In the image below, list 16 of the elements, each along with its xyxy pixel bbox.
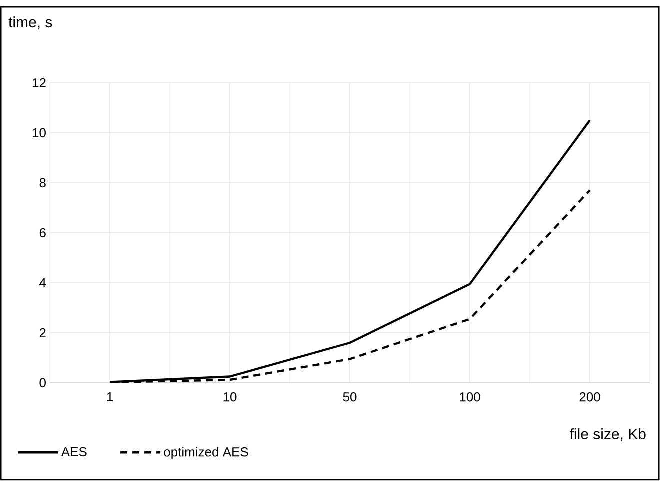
y-tick-label: 10 [32, 128, 46, 138]
y-tick-label: 4 [40, 278, 46, 288]
y-tick-label: 12 [32, 78, 46, 88]
x-tick-label: 1 [107, 392, 113, 402]
x-tick-label: 50 [343, 392, 357, 402]
y-tick-label: 6 [40, 228, 46, 238]
y-tick-label: 8 [40, 178, 46, 188]
legend-label: optimized AES [164, 447, 248, 460]
legend-label: AES [61, 447, 87, 457]
y-axis-title: time, s [8, 16, 52, 30]
y-tick-label: 2 [40, 328, 46, 338]
y-tick-label: 0 [40, 378, 46, 388]
x-tick-label: 100 [460, 392, 480, 402]
x-tick-label: 200 [580, 392, 600, 402]
x-axis-title: file size, Kb [570, 428, 646, 442]
x-tick-label: 10 [224, 392, 237, 402]
